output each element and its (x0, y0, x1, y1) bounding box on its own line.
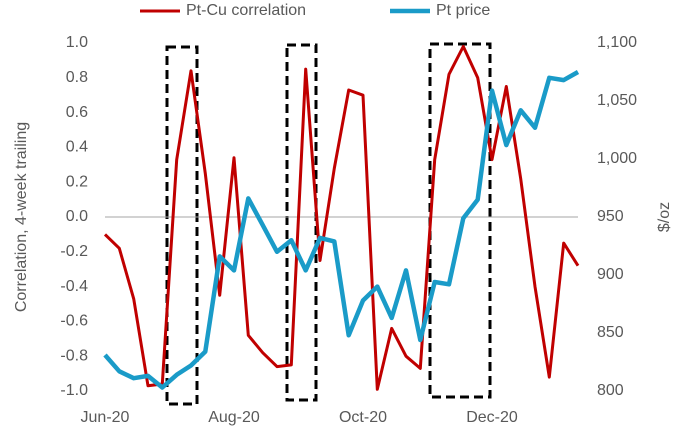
x-tick-label: Jun-20 (81, 409, 130, 426)
x-tick-label: Oct-20 (339, 409, 387, 426)
series-line (103, 70, 580, 390)
y2-tick-label: 1,050 (597, 92, 637, 109)
legend-label: Pt price (436, 2, 490, 19)
y2-tick-label: 800 (597, 382, 624, 399)
y-tick-label: -0.8 (60, 347, 88, 364)
x-tick-label: Dec-20 (466, 409, 518, 426)
y-tick-label: 0.8 (66, 69, 88, 86)
y-tick-label: -0.4 (60, 278, 88, 295)
y-tick-label: -1.0 (60, 382, 88, 399)
y2-tick-label: 850 (597, 324, 624, 341)
legend-label: Pt-Cu correlation (186, 2, 306, 19)
y2-axis-label: $/oz (656, 202, 673, 232)
y-tick-label: 0.0 (66, 208, 88, 225)
highlight-box (165, 45, 199, 406)
y-tick-label: -0.2 (60, 243, 88, 260)
x-tick-label: Aug-20 (208, 409, 260, 426)
y-tick-label: 0.4 (66, 139, 88, 156)
highlight-boxes (165, 42, 492, 406)
series-line (103, 45, 580, 391)
y2-tick-label: 950 (597, 208, 624, 225)
y-tick-label: 0.6 (66, 104, 88, 121)
highlight-box (285, 43, 318, 402)
y-axis-label: Correlation, 4-week trailing (13, 122, 30, 312)
y-tick-label: -0.6 (60, 313, 88, 330)
y-tick-label: 1.0 (66, 34, 88, 51)
y2-tick-label: 1,000 (597, 150, 637, 167)
y2-tick-label: 1,100 (597, 34, 637, 51)
y2-tick-label: 900 (597, 266, 624, 283)
y-tick-label: 0.2 (66, 173, 88, 190)
